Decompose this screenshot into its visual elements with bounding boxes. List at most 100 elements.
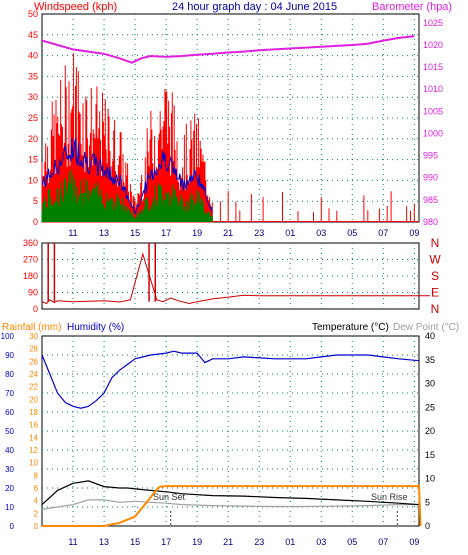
temperature-tick-label: 0 <box>425 521 430 531</box>
wind-tick-label: 5 <box>33 196 38 206</box>
sunset-label: Sun Set <box>153 492 186 502</box>
temperature-tick-label: 35 <box>425 355 435 365</box>
x-tick-label: 21 <box>223 537 233 547</box>
x-tick-label: 13 <box>99 228 109 238</box>
wind-tick-label: 40 <box>28 51 38 61</box>
humidity-tick-label: 70 <box>5 389 14 398</box>
compass-label: N <box>431 302 440 316</box>
wind-tick-label: 15 <box>28 155 38 165</box>
wind-tick-label: 30 <box>28 92 38 102</box>
rainfall-tick-label: 12 <box>29 446 38 455</box>
temperature-series <box>41 480 420 506</box>
x-tick-label: 07 <box>378 537 388 547</box>
rainfall-tick-label: 20 <box>29 395 38 404</box>
windspeed-axis-title: Windspeed (kph) <box>34 1 117 13</box>
humidity-tick-label: 10 <box>5 503 14 512</box>
x-tick-label: 05 <box>347 228 357 238</box>
rainfall-tick-label: 2 <box>34 509 39 518</box>
x-tick-label: 19 <box>192 228 202 238</box>
humidity-tick-label: 40 <box>5 446 14 455</box>
temperature-tick-label: 20 <box>425 426 435 436</box>
barometer-tick-label: 1025 <box>423 18 443 28</box>
x-tick-label: 15 <box>130 537 140 547</box>
rainfall-tick-label: 24 <box>29 370 38 379</box>
x-tick-label: 15 <box>130 228 140 238</box>
rainfall-tick-label: 14 <box>29 433 38 442</box>
barometer-tick-label: 1000 <box>423 128 443 138</box>
x-tick-label: 19 <box>192 537 202 547</box>
direction-panel <box>41 242 420 310</box>
x-tick-label: 07 <box>378 228 388 238</box>
x-tick-label: 03 <box>316 537 326 547</box>
temperature-tick-label: 15 <box>425 450 435 460</box>
rainfall-tick-label: 0 <box>34 522 39 531</box>
temperature-tick-label: 30 <box>425 379 435 389</box>
barometer-axis-title: Barometer (hpa) <box>372 1 452 13</box>
humidity-tick-label: 30 <box>5 465 14 474</box>
wind-tick-label: 45 <box>28 30 38 40</box>
rainfall-axis-title: Rainfall (mm) <box>2 322 61 333</box>
direction-tick-label: 180 <box>23 271 38 281</box>
barometer-tick-label: 995 <box>423 151 438 161</box>
humidity-series <box>41 350 420 409</box>
humidity-axis-title: Humidity (%) <box>67 322 124 333</box>
x-tick-label: 13 <box>99 537 109 547</box>
barometer-tick-label: 1010 <box>423 84 443 94</box>
wind-tick-label: 35 <box>28 71 38 81</box>
sunrise-label: Sun Rise <box>371 492 408 502</box>
x-tick-label: 17 <box>161 537 171 547</box>
direction-tick-label: 0 <box>33 304 38 314</box>
humidity-tick-label: 90 <box>5 351 14 360</box>
x-tick-label: 09 <box>409 228 419 238</box>
x-tick-label: 11 <box>68 537 77 547</box>
barometer-series <box>41 35 415 64</box>
dewpoint-series <box>41 499 419 510</box>
x-tick-label: 09 <box>409 537 419 547</box>
x-tick-label: 11 <box>68 228 77 238</box>
rainfall-tick-label: 30 <box>29 332 38 341</box>
temperature-tick-label: 25 <box>425 402 435 412</box>
direction-tick-label: 90 <box>28 288 38 298</box>
chart-title: 24 hour graph day : 04 June 2015 <box>172 1 337 13</box>
barometer-tick-label: 1020 <box>423 40 443 50</box>
rainfall-tick-label: 18 <box>29 408 38 417</box>
rainfall-tick-label: 10 <box>29 459 38 468</box>
rainfall-tick-label: 8 <box>34 471 39 480</box>
x-tick-label: 01 <box>285 537 295 547</box>
rainfall-tick-label: 22 <box>29 383 38 392</box>
rainfall-series <box>42 485 422 527</box>
barometer-tick-label: 990 <box>423 173 438 183</box>
rainfall-tick-label: 26 <box>29 357 38 366</box>
rainfall-tick-label: 16 <box>29 421 38 430</box>
x-tick-label: 01 <box>285 228 295 238</box>
rainfall-tick-label: 6 <box>34 484 39 493</box>
wind-direction-series <box>41 252 430 305</box>
barometer-tick-label: 1015 <box>423 62 443 72</box>
wind-average-series <box>41 137 213 214</box>
x-tick-label: 03 <box>316 228 326 238</box>
humidity-tick-label: 0 <box>10 522 15 531</box>
humidity-tick-label: 100 <box>1 332 15 341</box>
dewpoint-axis-title: Dew Point (°C) <box>393 322 459 333</box>
rainfall-tick-label: 4 <box>34 497 39 506</box>
wind-tick-label: 50 <box>28 9 38 19</box>
barometer-tick-label: 1005 <box>423 106 443 116</box>
humidity-tick-label: 80 <box>5 370 14 379</box>
x-tick-label: 17 <box>161 228 171 238</box>
temperature-tick-label: 40 <box>425 331 435 341</box>
temperature-tick-label: 5 <box>425 497 430 507</box>
humidity-tick-label: 20 <box>5 484 14 493</box>
direction-tick-label: 270 <box>23 255 38 265</box>
compass-label: E <box>431 286 439 300</box>
humidity-tick-label: 60 <box>5 408 14 417</box>
humidity-tick-label: 50 <box>5 427 14 436</box>
wind-tick-label: 25 <box>28 113 38 123</box>
compass-label: W <box>429 253 441 267</box>
barometer-tick-label: 985 <box>423 195 438 205</box>
compass-label: N <box>431 236 440 250</box>
temperature-tick-label: 10 <box>425 474 435 484</box>
humidity-panel <box>41 335 420 527</box>
barometer-tick-label: 980 <box>423 217 438 227</box>
x-tick-label: 05 <box>347 537 357 547</box>
